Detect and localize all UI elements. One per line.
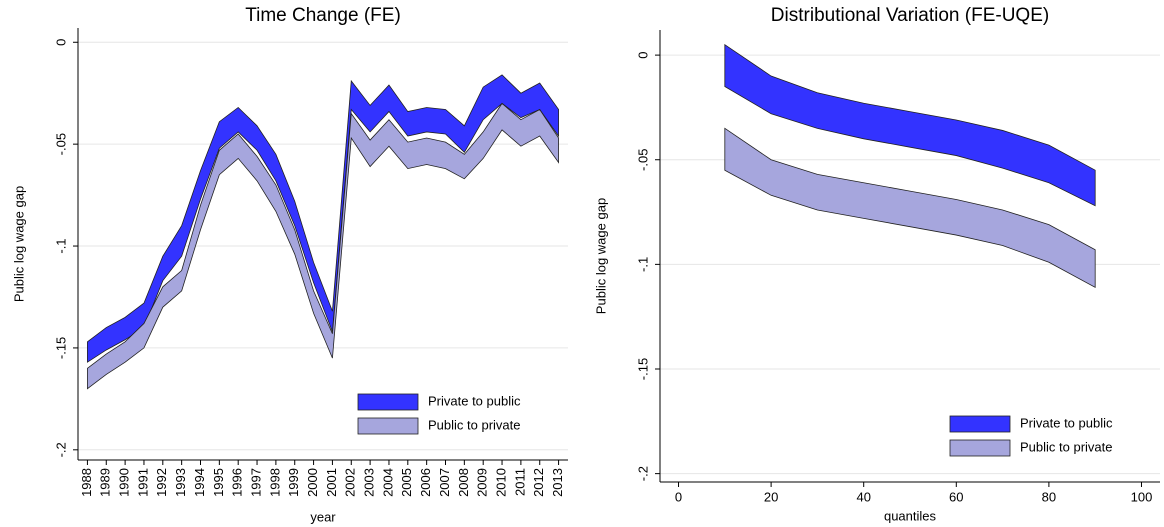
legend-label: Public to private [1020, 439, 1113, 454]
x-tick-label: 1997 [248, 468, 263, 497]
x-tick-label: 2012 [531, 468, 546, 497]
x-tick-label: 1990 [117, 468, 132, 497]
legend-swatch [949, 415, 1011, 433]
x-axis-label: year [310, 509, 336, 524]
y-tick-label: 0 [635, 51, 650, 58]
x-tick-label: 2006 [418, 468, 433, 497]
y-tick-label: -.1 [53, 238, 68, 253]
x-tick-label: 1999 [286, 468, 301, 497]
y-tick-label: -.05 [635, 149, 650, 171]
x-tick-label: 80 [1042, 489, 1056, 504]
x-tick-label: 1995 [211, 468, 226, 497]
y-tick-label: -.15 [53, 337, 68, 359]
legend-swatch [949, 439, 1011, 457]
x-tick-label: 1992 [154, 468, 169, 497]
legend-label: Private to public [1020, 415, 1113, 430]
legend-label: Private to public [428, 393, 521, 408]
y-tick-label: -.05 [53, 133, 68, 155]
y-axis-label: Public log wage gap [593, 198, 608, 314]
x-tick-label: 2007 [437, 468, 452, 497]
x-tick-label: 2011 [512, 468, 527, 496]
range-band [724, 127, 1096, 289]
y-tick-label: -.1 [635, 257, 650, 272]
x-tick-label: 1998 [267, 468, 282, 497]
y-tick-label: -.2 [53, 442, 68, 457]
legend-label: Public to private [428, 417, 521, 432]
x-tick-label: 1996 [230, 468, 245, 497]
y-tick-label: -.15 [635, 358, 650, 380]
chart-title: Time Change (FE) [245, 5, 401, 26]
y-tick-label: -.2 [635, 466, 650, 481]
y-tick-label: 0 [53, 39, 68, 46]
x-tick-label: 1988 [79, 468, 94, 497]
x-tick-label: 2009 [475, 468, 490, 497]
x-tick-label: 2010 [493, 468, 508, 497]
legend-swatch [357, 417, 419, 435]
x-tick-label: 2003 [362, 468, 377, 497]
legend-swatch [357, 393, 419, 411]
x-tick-label: 2002 [343, 468, 358, 497]
x-tick-label: 1991 [135, 468, 150, 497]
x-tick-label: 2000 [305, 468, 320, 497]
x-axis-label: quantiles [884, 508, 937, 523]
range-band [724, 43, 1096, 207]
chart-title: Distributional Variation (FE-UQE) [771, 5, 1049, 26]
x-tick-label: 2004 [380, 468, 395, 497]
x-tick-label: 2005 [399, 468, 414, 497]
x-tick-label: 100 [1131, 489, 1153, 504]
x-tick-label: 1993 [173, 468, 188, 497]
x-tick-label: 2001 [324, 468, 339, 497]
y-axis-label: Public log wage gap [11, 186, 26, 302]
x-tick-label: 2013 [550, 468, 565, 497]
x-tick-label: 1989 [98, 468, 113, 497]
x-tick-label: 40 [856, 489, 870, 504]
x-tick-label: 1994 [192, 468, 207, 497]
x-tick-label: 20 [764, 489, 778, 504]
x-tick-label: 60 [949, 489, 963, 504]
x-tick-label: 2008 [456, 468, 471, 497]
x-tick-label: 0 [675, 489, 682, 504]
range-band [87, 102, 559, 390]
